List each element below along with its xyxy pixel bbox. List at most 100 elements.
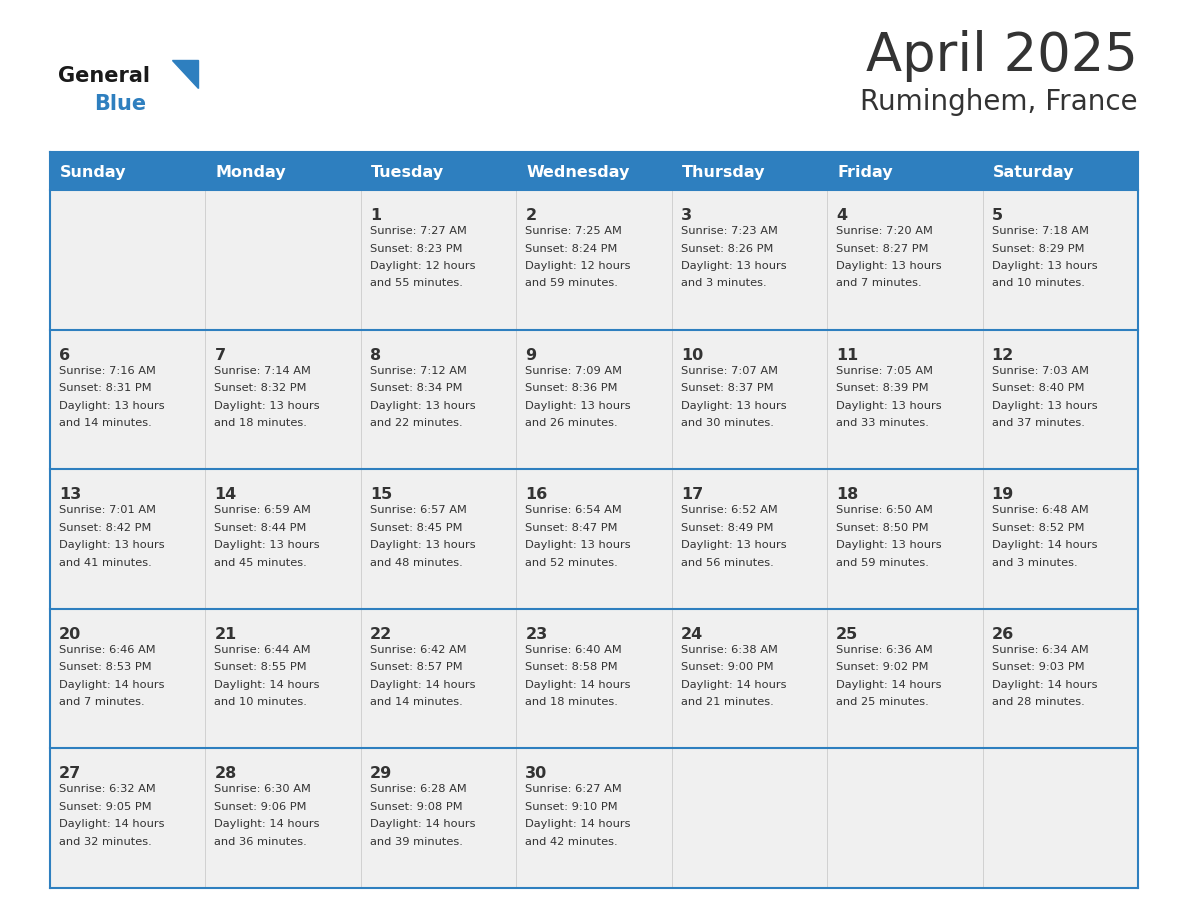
- Bar: [827, 748, 982, 888]
- Text: and 10 minutes.: and 10 minutes.: [992, 278, 1085, 288]
- Bar: [50, 748, 206, 888]
- Bar: [206, 609, 361, 748]
- Bar: [206, 152, 361, 190]
- Bar: [982, 748, 1138, 888]
- Text: Sunday: Sunday: [61, 165, 126, 181]
- Text: 13: 13: [59, 487, 81, 502]
- Text: 3: 3: [681, 208, 691, 223]
- Bar: [982, 469, 1138, 609]
- Text: 27: 27: [59, 767, 81, 781]
- Text: Sunrise: 7:16 AM: Sunrise: 7:16 AM: [59, 365, 156, 375]
- Text: and 59 minutes.: and 59 minutes.: [525, 278, 618, 288]
- Text: 25: 25: [836, 627, 859, 642]
- Text: Sunset: 8:27 PM: Sunset: 8:27 PM: [836, 243, 929, 253]
- Text: Daylight: 14 hours: Daylight: 14 hours: [992, 680, 1097, 689]
- Bar: [827, 190, 982, 330]
- Text: and 21 minutes.: and 21 minutes.: [681, 698, 773, 707]
- Text: Sunrise: 6:48 AM: Sunrise: 6:48 AM: [992, 505, 1088, 515]
- Text: Sunset: 9:05 PM: Sunset: 9:05 PM: [59, 802, 152, 812]
- Bar: [671, 330, 827, 469]
- Text: Daylight: 14 hours: Daylight: 14 hours: [525, 680, 631, 689]
- Text: April 2025: April 2025: [866, 30, 1138, 82]
- Text: Sunset: 9:10 PM: Sunset: 9:10 PM: [525, 802, 618, 812]
- Text: and 39 minutes.: and 39 minutes.: [369, 837, 463, 847]
- Text: and 59 minutes.: and 59 minutes.: [836, 558, 929, 567]
- Bar: [206, 190, 361, 330]
- Bar: [517, 748, 671, 888]
- Text: Sunset: 8:24 PM: Sunset: 8:24 PM: [525, 243, 618, 253]
- Text: 28: 28: [214, 767, 236, 781]
- Text: Sunset: 8:45 PM: Sunset: 8:45 PM: [369, 522, 462, 532]
- Text: 21: 21: [214, 627, 236, 642]
- Text: Sunrise: 6:42 AM: Sunrise: 6:42 AM: [369, 644, 467, 655]
- Text: 22: 22: [369, 627, 392, 642]
- Text: Sunset: 8:31 PM: Sunset: 8:31 PM: [59, 383, 152, 393]
- Text: Wednesday: Wednesday: [526, 165, 630, 181]
- Text: Sunset: 9:08 PM: Sunset: 9:08 PM: [369, 802, 462, 812]
- Text: Daylight: 13 hours: Daylight: 13 hours: [681, 261, 786, 271]
- Bar: [50, 609, 206, 748]
- Text: 12: 12: [992, 348, 1013, 363]
- Text: Daylight: 12 hours: Daylight: 12 hours: [369, 261, 475, 271]
- Text: and 3 minutes.: and 3 minutes.: [992, 558, 1078, 567]
- Text: Sunset: 8:39 PM: Sunset: 8:39 PM: [836, 383, 929, 393]
- Text: Sunset: 8:32 PM: Sunset: 8:32 PM: [214, 383, 307, 393]
- Bar: [206, 330, 361, 469]
- Text: and 45 minutes.: and 45 minutes.: [214, 558, 308, 567]
- Text: 29: 29: [369, 767, 392, 781]
- Text: Ruminghem, France: Ruminghem, France: [860, 88, 1138, 116]
- Text: 30: 30: [525, 767, 548, 781]
- Text: and 26 minutes.: and 26 minutes.: [525, 418, 618, 428]
- Text: 1: 1: [369, 208, 381, 223]
- Text: Sunrise: 6:30 AM: Sunrise: 6:30 AM: [214, 784, 311, 794]
- Text: and 56 minutes.: and 56 minutes.: [681, 558, 773, 567]
- Text: Sunrise: 6:28 AM: Sunrise: 6:28 AM: [369, 784, 467, 794]
- Text: Sunset: 8:53 PM: Sunset: 8:53 PM: [59, 662, 152, 672]
- Text: Daylight: 14 hours: Daylight: 14 hours: [369, 680, 475, 689]
- Text: and 55 minutes.: and 55 minutes.: [369, 278, 463, 288]
- Bar: [517, 609, 671, 748]
- Text: Sunrise: 6:50 AM: Sunrise: 6:50 AM: [836, 505, 933, 515]
- Text: Daylight: 14 hours: Daylight: 14 hours: [525, 820, 631, 829]
- Text: 10: 10: [681, 348, 703, 363]
- Text: Daylight: 13 hours: Daylight: 13 hours: [525, 540, 631, 550]
- Text: Sunrise: 7:25 AM: Sunrise: 7:25 AM: [525, 226, 623, 236]
- Text: Daylight: 14 hours: Daylight: 14 hours: [59, 680, 164, 689]
- Text: Sunrise: 7:05 AM: Sunrise: 7:05 AM: [836, 365, 933, 375]
- Text: and 28 minutes.: and 28 minutes.: [992, 698, 1085, 707]
- Text: 4: 4: [836, 208, 847, 223]
- Bar: [517, 330, 671, 469]
- Text: and 18 minutes.: and 18 minutes.: [525, 698, 618, 707]
- Text: 16: 16: [525, 487, 548, 502]
- Polygon shape: [172, 60, 198, 88]
- Text: Sunset: 8:47 PM: Sunset: 8:47 PM: [525, 522, 618, 532]
- Text: 26: 26: [992, 627, 1013, 642]
- Text: Daylight: 13 hours: Daylight: 13 hours: [214, 400, 320, 410]
- Text: 17: 17: [681, 487, 703, 502]
- Text: Friday: Friday: [838, 165, 892, 181]
- Text: Sunrise: 7:03 AM: Sunrise: 7:03 AM: [992, 365, 1088, 375]
- Text: 23: 23: [525, 627, 548, 642]
- Text: Daylight: 14 hours: Daylight: 14 hours: [369, 820, 475, 829]
- Bar: [517, 152, 671, 190]
- Text: Daylight: 13 hours: Daylight: 13 hours: [369, 540, 475, 550]
- Text: Daylight: 14 hours: Daylight: 14 hours: [681, 680, 786, 689]
- Text: 14: 14: [214, 487, 236, 502]
- Text: 18: 18: [836, 487, 859, 502]
- Bar: [361, 748, 517, 888]
- Text: Daylight: 13 hours: Daylight: 13 hours: [836, 400, 942, 410]
- Bar: [827, 152, 982, 190]
- Text: Sunset: 8:36 PM: Sunset: 8:36 PM: [525, 383, 618, 393]
- Bar: [361, 609, 517, 748]
- Text: and 42 minutes.: and 42 minutes.: [525, 837, 618, 847]
- Bar: [517, 469, 671, 609]
- Text: Daylight: 14 hours: Daylight: 14 hours: [214, 820, 320, 829]
- Text: Monday: Monday: [215, 165, 286, 181]
- Text: Sunrise: 7:01 AM: Sunrise: 7:01 AM: [59, 505, 156, 515]
- Bar: [50, 469, 206, 609]
- Text: Sunset: 9:02 PM: Sunset: 9:02 PM: [836, 662, 929, 672]
- Text: and 7 minutes.: and 7 minutes.: [836, 278, 922, 288]
- Bar: [50, 190, 206, 330]
- Bar: [50, 330, 206, 469]
- Text: Sunrise: 6:59 AM: Sunrise: 6:59 AM: [214, 505, 311, 515]
